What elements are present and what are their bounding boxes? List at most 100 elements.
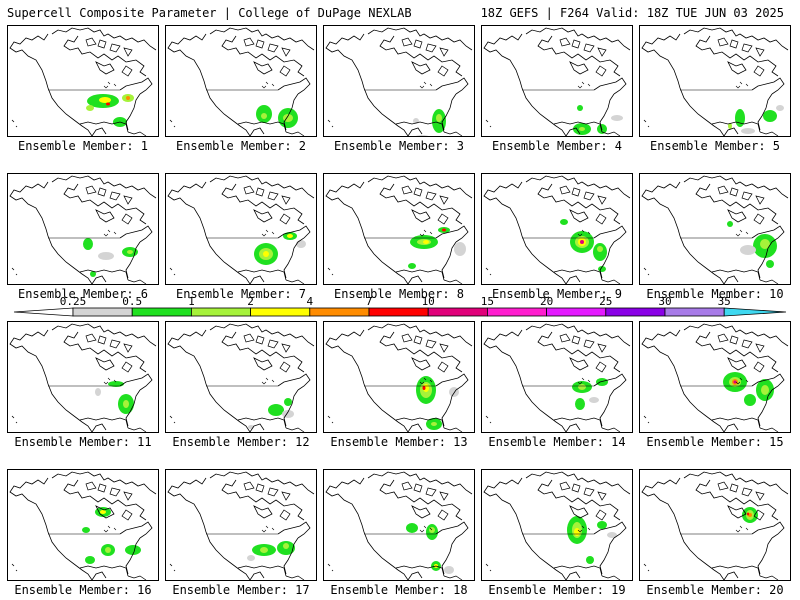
scp-contour: [95, 388, 101, 396]
scp-contour: [408, 263, 416, 269]
scp-contour: [247, 555, 255, 561]
scp-contour: [728, 123, 732, 129]
ensemble-member-label: Ensemble Member: 19: [488, 583, 626, 597]
colorbar-right-arrow: [723, 307, 787, 317]
ensemble-member-label: Ensemble Member: 12: [172, 435, 310, 449]
ensemble-member-map: [323, 321, 475, 433]
ensemble-member-label: Ensemble Member: 13: [330, 435, 468, 449]
scp-contour: [597, 246, 603, 252]
map-borders: [325, 27, 473, 136]
ensemble-member-map: [481, 173, 633, 285]
map-canvas: [167, 471, 315, 580]
colorbar-tick-label: 0.5: [122, 295, 142, 308]
scp-contour: [283, 543, 289, 549]
map-borders: [483, 175, 631, 284]
map-canvas: [9, 175, 157, 284]
ensemble-member-label: Ensemble Member: 1: [17, 139, 149, 153]
ensemble-member-map: [323, 469, 475, 581]
scp-contour: [611, 115, 623, 121]
ensemble-member-label: Ensemble Member: 4: [491, 139, 623, 153]
header-valid-time: 18Z GEFS | F264 Valid: 18Z TUE JUN 03 20…: [480, 6, 784, 20]
scp-contour: [574, 528, 580, 536]
ensemble-member-map: [323, 25, 475, 137]
colorbar-tick-label: 1: [188, 295, 195, 308]
ensemble-member-map: [7, 469, 159, 581]
scp-shading: [727, 221, 777, 268]
scp-contour: [406, 523, 418, 533]
scp-contour: [287, 234, 293, 238]
scp-shading: [560, 219, 607, 272]
scp-contour: [727, 221, 733, 227]
scp-contour: [296, 240, 306, 248]
colorbar-tick-label: 0.25: [60, 295, 87, 308]
ensemble-member-map: [481, 25, 633, 137]
scp-contour: [589, 397, 599, 403]
ensemble-member-map: [7, 321, 159, 433]
scp-contour: [741, 128, 755, 134]
scp-shading: [83, 238, 138, 277]
scp-contour: [577, 105, 583, 111]
scp-contour: [740, 245, 756, 255]
map-canvas: [9, 471, 157, 580]
scp-contour: [579, 127, 585, 131]
ensemble-member-map: [481, 321, 633, 433]
map-canvas: [167, 175, 315, 284]
map-borders: [9, 27, 157, 136]
scp-contour: [436, 114, 442, 122]
colorbar-segment: [368, 307, 429, 317]
scp-shading: [95, 381, 134, 414]
map-canvas: [325, 175, 473, 284]
map-canvas: [483, 323, 631, 432]
scp-shading: [254, 232, 306, 265]
map-canvas: [641, 323, 789, 432]
colorbar-segment: [427, 307, 488, 317]
ensemble-member-label: Ensemble Member: 14: [488, 435, 626, 449]
map-borders: [9, 471, 157, 580]
scp-contour: [586, 556, 594, 564]
scp-contour: [422, 386, 426, 390]
map-borders: [641, 323, 789, 432]
scp-shading: [567, 516, 617, 564]
ensemble-member-label: Ensemble Member: 11: [14, 435, 152, 449]
map-borders: [325, 471, 473, 580]
scp-contour: [454, 242, 466, 256]
map-borders: [641, 27, 789, 136]
colorbar-tick-label: 2: [247, 295, 254, 308]
scp-contour: [560, 219, 568, 225]
map-canvas: [483, 175, 631, 284]
colorbar-legend: 0.25 0.5 1 2 4 7 10 15 20 25 30 35: [13, 295, 787, 317]
scp-shading: [742, 507, 758, 523]
scp-shading: [408, 227, 466, 269]
map-borders: [483, 27, 631, 136]
colorbar-tick-label: 15: [481, 295, 494, 308]
ensemble-member-map: [639, 173, 791, 285]
map-canvas: [641, 471, 789, 580]
scp-contour: [127, 250, 133, 254]
colorbar-tick-label: 25: [599, 295, 612, 308]
scp-contour: [83, 238, 93, 250]
colorbar-segment: [546, 307, 607, 317]
scp-contour: [444, 566, 454, 574]
scp-contour: [108, 381, 124, 387]
scp-contour: [597, 521, 607, 529]
scp-contour: [763, 110, 777, 122]
map-borders: [483, 323, 631, 432]
scp-contour: [735, 109, 745, 127]
scp-contour: [596, 378, 608, 386]
map-borders: [167, 27, 315, 136]
map-canvas: [325, 471, 473, 580]
colorbar-tick-label: 4: [306, 295, 313, 308]
scp-contour: [100, 510, 106, 514]
scp-contour: [733, 380, 737, 384]
colorbar-left-arrow: [13, 307, 74, 317]
scp-contour: [423, 240, 429, 244]
scp-contour: [98, 252, 114, 260]
ensemble-member-map: [165, 173, 317, 285]
colorbar-tick-label: 7: [366, 295, 373, 308]
map-canvas: [641, 27, 789, 136]
scp-contour: [85, 556, 95, 564]
ensemble-member-map: [481, 469, 633, 581]
map-borders: [641, 471, 789, 580]
scp-shading: [406, 523, 454, 574]
scp-contour: [86, 105, 94, 111]
